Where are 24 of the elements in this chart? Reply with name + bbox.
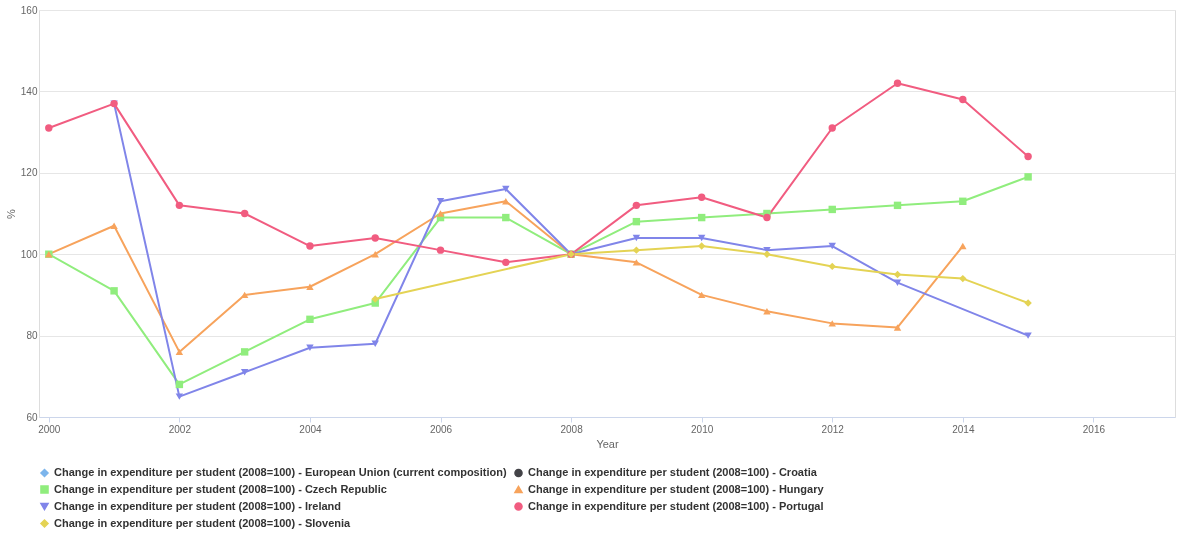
x-tick-label: 2004 <box>299 423 322 435</box>
x-tick-label: 2010 <box>691 423 714 435</box>
x-tick-label: 2000 <box>38 423 61 435</box>
legend-label: Change in expenditure per student (2008=100) - Slovenia <box>54 516 352 529</box>
legend-label: Change in expenditure per student (2008=100) - Croatia <box>528 465 818 478</box>
y-tick-label: 160 <box>20 4 38 16</box>
y-tick-label: 100 <box>20 248 38 260</box>
x-tick-label: 2016 <box>1082 423 1106 435</box>
legend-label: Change in expenditure per student (2008=100) - European Union (current composition) <box>54 465 507 478</box>
y-axis-title: % <box>4 208 17 219</box>
legend-label: Change in expenditure per student (2008=100) - Ireland <box>54 499 341 512</box>
legend-label: Change in expenditure per student (2008=100) - Hungary <box>528 482 825 495</box>
x-tick-label: 2002 <box>168 423 192 435</box>
y-tick-label: 60 <box>26 411 38 423</box>
x-tick-label: 2012 <box>821 423 845 435</box>
legend-label: Change in expenditure per student (2008=100) - Czech Republic <box>54 482 387 495</box>
x-tick-label: 2014 <box>952 423 975 435</box>
x-tick-label: 2008 <box>560 423 584 435</box>
y-tick-label: 120 <box>20 167 38 179</box>
y-tick-label: 80 <box>26 330 38 342</box>
x-tick-label: 2006 <box>429 423 453 435</box>
y-tick-label: 140 <box>20 85 38 97</box>
x-axis-title: Year <box>596 437 619 450</box>
legend-label: Change in expenditure per student (2008=100) - Portugal <box>528 499 824 512</box>
